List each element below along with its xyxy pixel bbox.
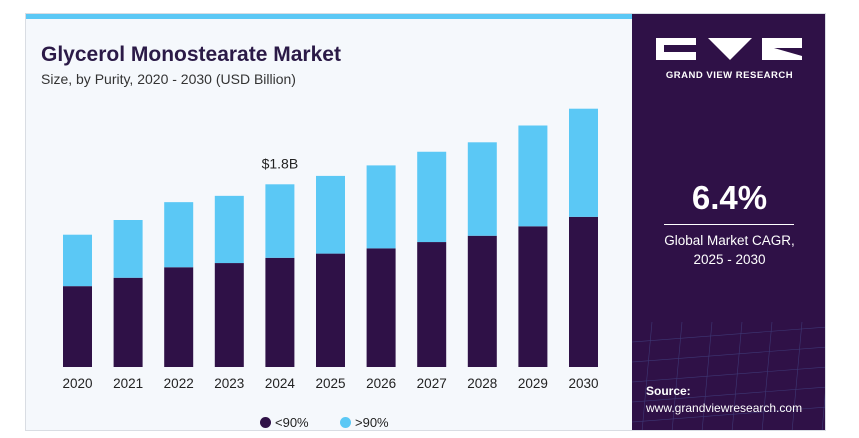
- cagr-value: 6.4%: [691, 179, 768, 216]
- x-tick-label-2028: 2028: [467, 376, 497, 391]
- logo-icon: [656, 38, 802, 60]
- chart-subtitle: Size, by Purity, 2020 - 2030 (USD Billio…: [41, 71, 296, 87]
- bar-low-2028: [467, 235, 497, 367]
- cagr-label: Global Market CAGR, 2025 - 2030: [632, 231, 825, 269]
- bar-low-2020: [63, 286, 92, 367]
- legend-item-high: >90%: [340, 415, 389, 430]
- bar-low-2022: [164, 267, 194, 367]
- bar-low-2025: [316, 253, 345, 367]
- top-accent-bar: [26, 14, 825, 19]
- brand-logo: [656, 36, 806, 69]
- brand-name: GRAND VIEW RESEARCH: [665, 70, 794, 81]
- x-tick-label-2020: 2020: [62, 376, 92, 391]
- x-tick-label-2026: 2026: [366, 376, 396, 391]
- legend-label-high: >90%: [355, 415, 389, 430]
- bar-low-2021: [113, 277, 143, 367]
- bar-high-2027: [417, 151, 447, 243]
- x-tick-label-2023: 2023: [214, 376, 244, 391]
- bar-high-2020: [63, 234, 92, 287]
- data-label-2024: $1.8B: [262, 155, 299, 171]
- bar-low-2024: [265, 257, 295, 367]
- bar-high-2029: [518, 125, 548, 227]
- chart-title: Glycerol Monostearate Market: [41, 43, 341, 66]
- bar-high-2023: [214, 195, 244, 264]
- bar-low-2026: [366, 248, 396, 367]
- cagr-label-line1: Global Market CAGR,: [664, 233, 795, 248]
- source-label: Source:: [646, 384, 691, 398]
- x-tick-label-2029: 2029: [518, 376, 548, 391]
- sidebar-panel: GRAND VIEW RESEARCH 6.4% Global Market C…: [632, 14, 825, 430]
- bar-high-2026: [366, 165, 396, 249]
- x-tick-label-2025: 2025: [315, 376, 345, 391]
- bar-high-2030: [569, 108, 598, 217]
- legend-swatch-low: [260, 417, 271, 428]
- legend-item-low: <90%: [260, 415, 309, 430]
- bar-high-2021: [113, 220, 143, 278]
- bar-chart: 2020 2021 2022 2023 2024 $1.8B 2025 2026 2027 202…: [62, 108, 599, 391]
- cagr-divider: [664, 224, 794, 225]
- bar-high-2024: [265, 184, 295, 258]
- source-link[interactable]: www.grandviewresearch.com: [646, 401, 803, 415]
- x-tick-label-2024: 2024: [265, 376, 296, 391]
- x-tick-label-2027: 2027: [417, 376, 447, 391]
- bar-high-2022: [164, 202, 194, 268]
- chart-panel: Glycerol Monostearate Market Size, by Pu…: [26, 19, 632, 430]
- infographic-card: Glycerol Monostearate Market Size, by Pu…: [25, 13, 826, 431]
- bar-low-2027: [417, 242, 447, 367]
- bar-low-2030: [569, 216, 598, 367]
- x-tick-label-2030: 2030: [568, 376, 598, 391]
- bar-high-2028: [467, 142, 497, 236]
- cagr-label-line2: 2025 - 2030: [693, 252, 766, 267]
- x-tick-label-2022: 2022: [164, 376, 194, 391]
- bar-high-2025: [316, 175, 345, 254]
- bar-low-2023: [214, 263, 244, 367]
- x-tick-label-2021: 2021: [113, 376, 143, 391]
- legend-label-low: <90%: [275, 415, 309, 430]
- decorative-grid: [632, 322, 825, 430]
- bar-low-2029: [518, 226, 548, 367]
- legend-swatch-high: [340, 417, 351, 428]
